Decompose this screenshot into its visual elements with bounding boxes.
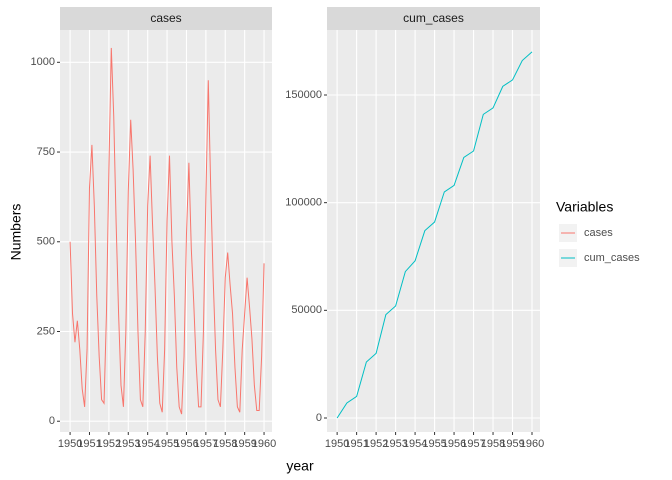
x-tick-label: 1958 xyxy=(481,438,505,450)
legend-title: Variables xyxy=(556,199,613,215)
x-tick-label: 1955 xyxy=(155,438,179,450)
x-tick-label: 1952 xyxy=(364,438,388,450)
y-axis-label: Numbers xyxy=(8,204,24,261)
legend-label: cum_cases xyxy=(584,252,640,264)
x-axis-label: year xyxy=(286,458,314,474)
panel-background xyxy=(60,30,272,432)
panel-background xyxy=(327,30,540,432)
line xyxy=(336,51,533,419)
y-tick-label: 750 xyxy=(37,146,55,158)
x-tick-label: 1957 xyxy=(461,438,485,450)
x-tick-label: 1950 xyxy=(325,438,349,450)
y-tick-label: 0 xyxy=(316,412,322,424)
y-tick-label: 150000 xyxy=(285,89,322,101)
strip-label: cum_cases xyxy=(403,11,464,25)
x-tick-label: 1952 xyxy=(97,438,121,450)
strip xyxy=(327,7,540,30)
x-tick-label: 1958 xyxy=(213,438,237,450)
x-tick-label: 1954 xyxy=(403,438,427,450)
x-tick-label: 1959 xyxy=(500,438,524,450)
line xyxy=(69,47,265,415)
y-tick-label: 250 xyxy=(37,325,55,337)
strip-label: cases xyxy=(150,11,181,25)
x-tick-label: 1951 xyxy=(344,438,368,450)
y-tick-label: 50000 xyxy=(291,304,322,316)
x-tick-label: 1953 xyxy=(383,438,407,450)
y-tick-label: 500 xyxy=(37,236,55,248)
strip xyxy=(60,7,272,30)
x-tick-label: 1959 xyxy=(232,438,256,450)
x-tick-label: 1957 xyxy=(194,438,218,450)
y-tick-label: 100000 xyxy=(285,197,322,209)
y-tick-label: 0 xyxy=(49,415,55,427)
x-tick-label: 1953 xyxy=(116,438,140,450)
x-tick-label: 1950 xyxy=(58,438,82,450)
legend-label: cases xyxy=(584,227,613,239)
x-tick-label: 1956 xyxy=(442,438,466,450)
x-tick-label: 1960 xyxy=(520,438,544,450)
y-tick-label: 1000 xyxy=(31,56,55,68)
x-tick-label: 1954 xyxy=(135,438,159,450)
x-tick-label: 1960 xyxy=(252,438,276,450)
x-tick-label: 1951 xyxy=(77,438,101,450)
x-tick-label: 1955 xyxy=(422,438,446,450)
x-tick-label: 1956 xyxy=(174,438,198,450)
